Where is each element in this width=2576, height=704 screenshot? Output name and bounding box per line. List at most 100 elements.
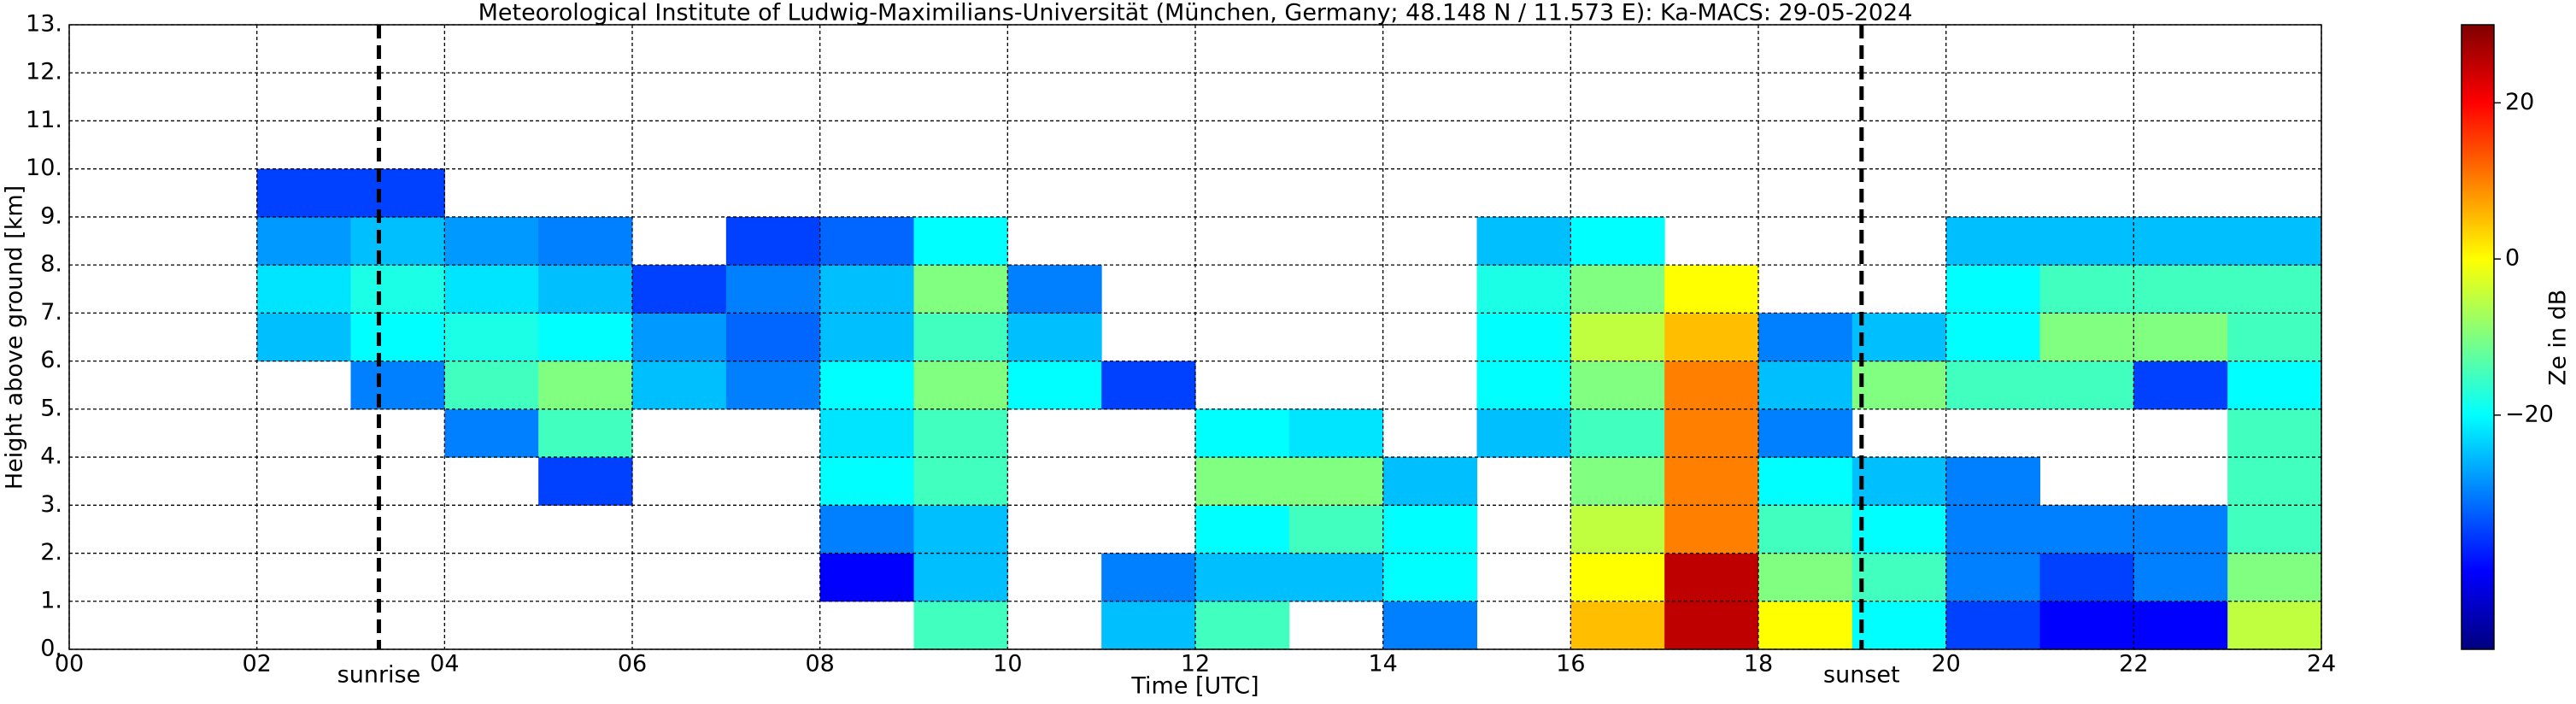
y-tick-label: 3. — [40, 491, 62, 518]
radar-cell — [1195, 553, 1290, 602]
radar-cell — [1382, 457, 1477, 506]
radar-cell — [2133, 361, 2228, 410]
y-tick-label: 4. — [40, 443, 62, 470]
radar-cell — [1758, 601, 1853, 650]
radar-cell — [444, 265, 539, 314]
radar-cell — [538, 313, 633, 362]
colorbar-tick-label: 20 — [2505, 89, 2534, 115]
x-tick-label: 02 — [242, 651, 271, 678]
radar-cell — [1664, 313, 1759, 362]
x-tick-label: 12 — [1181, 651, 1210, 678]
radar-cell — [1007, 361, 1102, 410]
radar-cell — [2227, 361, 2322, 410]
x-tick-label: 04 — [430, 651, 459, 678]
colorbar-tick-label: 0 — [2505, 245, 2520, 272]
radar-cell — [350, 361, 445, 410]
y-tick-label: 0. — [40, 636, 62, 662]
radar-cell — [2039, 601, 2134, 650]
radar-cell — [819, 361, 914, 410]
radar-cell — [1101, 361, 1196, 410]
radar-cell — [538, 361, 633, 410]
y-tick-label: 1. — [40, 587, 62, 613]
y-tick-label: 9. — [40, 202, 62, 229]
radar-cell — [1007, 265, 1102, 314]
radar-cell — [538, 216, 633, 266]
radar-cell — [819, 408, 914, 458]
x-tick-label: 10 — [993, 651, 1022, 678]
radar-cell — [2039, 505, 2134, 554]
x-tick-label: 14 — [1368, 651, 1397, 678]
y-tick-label: 7. — [40, 299, 62, 326]
radar-cell — [913, 361, 1008, 410]
x-tick-label: 20 — [1931, 651, 1960, 678]
radar-cell — [2227, 265, 2322, 314]
radar-cell — [2227, 601, 2322, 650]
radar-cell — [1570, 265, 1665, 314]
radar-cell — [913, 457, 1008, 506]
x-tick-label: 16 — [1556, 651, 1585, 678]
x-tick-label: 18 — [1744, 651, 1773, 678]
radar-cell — [1288, 408, 1384, 458]
radar-cell — [1664, 505, 1759, 554]
radar-cell — [1664, 601, 1759, 650]
radar-cell — [538, 265, 633, 314]
annotation-label: sunrise — [337, 662, 421, 689]
radar-cell — [2133, 216, 2228, 266]
x-tick-label: 06 — [618, 651, 647, 678]
radar-cell — [2133, 601, 2228, 650]
radar-cell — [2133, 313, 2228, 362]
radar-cell — [1288, 553, 1384, 602]
y-tick-label: 13. — [26, 11, 62, 38]
radar-cell — [444, 216, 539, 266]
radar-cell — [350, 265, 445, 314]
annotation-label: sunset — [1823, 662, 1900, 689]
radar-cell — [1382, 505, 1477, 554]
y-tick-label: 10. — [26, 155, 62, 181]
radar-cell — [1476, 313, 1571, 362]
radar-cell — [444, 361, 539, 410]
y-tick-label: 11. — [26, 107, 62, 133]
radar-cell — [1945, 361, 2040, 410]
radar-cell — [725, 313, 821, 362]
radar-cell — [1945, 601, 2040, 650]
radar-cell — [1851, 505, 1947, 554]
radar-cell — [1851, 361, 1947, 410]
y-tick-label: 8. — [40, 251, 62, 278]
radar-cell — [913, 216, 1008, 266]
y-tick-label: 6. — [40, 347, 62, 373]
radar-cell — [1382, 553, 1477, 602]
radar-cell — [1851, 313, 1947, 362]
radar-cell — [444, 408, 539, 458]
radar-cell — [1664, 553, 1759, 602]
radar-cell — [2133, 505, 2228, 554]
x-tick-label: 08 — [805, 651, 834, 678]
radar-cell — [725, 265, 821, 314]
radar-cell — [2133, 553, 2228, 602]
y-tick-label: 5. — [40, 395, 62, 421]
radar-cell — [1476, 216, 1571, 266]
x-axis-label: Time [UTC] — [1130, 673, 1259, 700]
radar-cell — [819, 216, 914, 266]
radar-cell — [1570, 216, 1665, 266]
radar-cell — [1570, 505, 1665, 554]
radar-cell — [1664, 408, 1759, 458]
radar-cell — [725, 361, 821, 410]
radar-cell — [913, 601, 1008, 650]
radar-cell — [256, 168, 351, 218]
radar-cell — [1945, 457, 2040, 506]
radar-cell — [819, 505, 914, 554]
radar-cell — [913, 265, 1008, 314]
radar-cell — [1851, 457, 1947, 506]
radar-cell — [1101, 601, 1196, 650]
radar-cell — [632, 313, 727, 362]
radar-cell — [538, 457, 633, 506]
radar-cell — [2227, 313, 2322, 362]
radar-cell — [1758, 505, 1853, 554]
radar-cell — [1570, 553, 1665, 602]
radar-cell — [2133, 265, 2228, 314]
radar-cell — [1570, 313, 1665, 362]
radar-cell — [1664, 457, 1759, 506]
radar-cell — [350, 216, 445, 266]
radar-cell — [819, 457, 914, 506]
radar-cell — [2227, 553, 2322, 602]
